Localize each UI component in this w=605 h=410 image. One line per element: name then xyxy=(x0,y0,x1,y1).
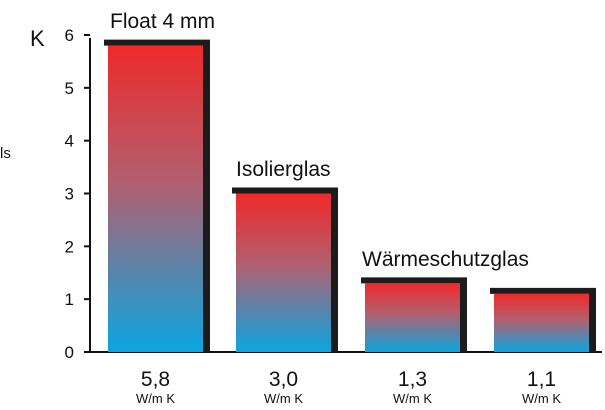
value-label: 3,0 xyxy=(269,368,298,391)
y-tick-label: 3 xyxy=(65,185,74,204)
unit-label: W/m K xyxy=(393,391,432,406)
side-label: ls xyxy=(0,145,11,162)
group-label-isolierglas: Isolierglas xyxy=(236,158,331,181)
bar xyxy=(365,283,460,352)
value-label: 1,3 xyxy=(398,368,427,391)
bars-group xyxy=(104,39,596,353)
y-axis-label: K xyxy=(30,26,45,51)
y-tick-label: 1 xyxy=(65,290,74,309)
value-label: 1,1 xyxy=(527,368,556,391)
value-label: 5,8 xyxy=(141,368,170,391)
x-labels: 5,8W/m K3,0W/m K1,3W/m K1,1W/m K xyxy=(136,368,561,406)
y-tick-label: 5 xyxy=(65,79,74,98)
y-tick-label: 0 xyxy=(65,343,74,362)
bar xyxy=(236,193,331,352)
y-tick-label: 4 xyxy=(65,132,74,151)
group-label-float: Float 4 mm xyxy=(110,10,215,33)
unit-label: W/m K xyxy=(136,391,175,406)
y-tick-label: 6 xyxy=(65,26,74,45)
y-tick-label: 2 xyxy=(65,237,74,256)
bar xyxy=(108,45,203,353)
unit-label: W/m K xyxy=(264,391,303,406)
bar xyxy=(494,293,589,352)
y-ticks: 0 1 2 3 4 5 6 xyxy=(65,26,90,362)
unit-label: W/m K xyxy=(522,391,561,406)
group-label-waermeschutzglas: Wärmeschutzglas xyxy=(362,248,529,271)
